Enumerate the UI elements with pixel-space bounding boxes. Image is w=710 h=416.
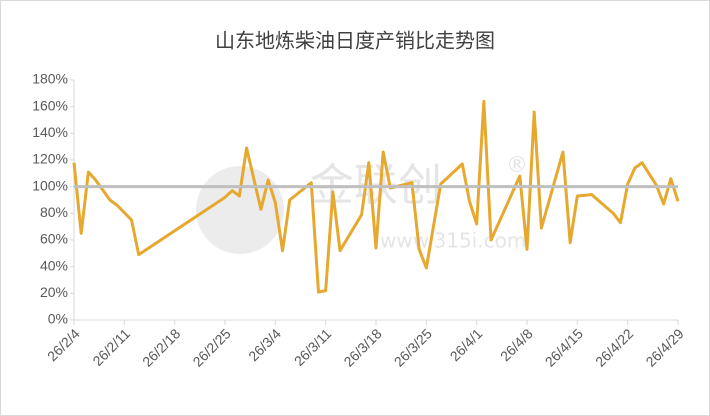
watermark: www.315i.com (380, 229, 526, 253)
chart-title: 山东地炼柴油日度产销比走势图 (215, 29, 495, 53)
y-tick-label: 0% (48, 311, 68, 327)
y-tick-label: 140% (32, 124, 68, 140)
y-tick-label: 100% (32, 177, 68, 193)
watermark-logo (196, 166, 284, 254)
y-tick-label: 40% (40, 257, 68, 273)
y-tick-label: 80% (40, 204, 68, 220)
y-tick-label: 20% (40, 284, 68, 300)
y-tick-label: 180% (32, 71, 68, 87)
y-tick-label: 60% (40, 231, 68, 247)
watermark: ® (506, 153, 528, 178)
y-tick-label: 160% (32, 97, 68, 113)
y-tick-label: 120% (32, 151, 68, 167)
